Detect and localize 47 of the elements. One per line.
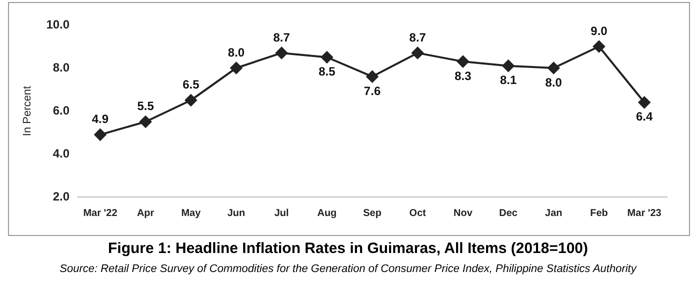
y-tick-label: 4.0 [52,146,70,160]
y-tick-label: 6.0 [52,103,70,118]
data-label: 8.7 [409,30,426,44]
y-tick-label: 10.0 [46,17,70,32]
x-tick-label: Feb [590,208,608,219]
text: Figure 1: Headline Inflation Rates in Guimaras, All Items (2018=100) [106,240,589,257]
point [502,60,514,72]
data-label: 7.6 [364,84,381,98]
data-label: 8.1 [500,73,517,88]
point [320,51,333,64]
data-label: 6.4 [636,110,653,124]
point [456,56,469,68]
data-label: 8.7 [273,30,290,44]
y-axis-title: In Percent [22,86,34,136]
point [140,116,152,128]
point [94,128,106,141]
x-tick-label: Jan [545,208,562,219]
x-tick-label: Oct [409,208,427,219]
data-label: 8.3 [454,68,472,83]
x-tick-label: Mar '23 [627,208,662,219]
data-label: 9.0 [590,24,608,38]
x-tick-label: Sep [363,208,382,219]
x-tick-label: Mar '22 [83,208,118,219]
data-label: 8.0 [545,75,562,90]
x-tick-label: May [181,208,202,219]
point [366,70,378,83]
x-tick-label: Dec [499,208,518,219]
data-label: 4.9 [92,112,109,126]
point [592,40,605,52]
point [638,96,650,108]
data-label: 8.5 [318,64,336,79]
data-label: 6.5 [182,78,200,92]
x-tick-label: Jul [274,208,290,219]
x-tick-label: Apr [136,208,154,219]
x-tick-label: Nov [454,208,473,219]
point [412,46,424,59]
y-tick-label: 2.0 [52,189,70,204]
source-note: Source: Retail Price Survey of Commodities for the Generation of Consumer Price Index, Philippine Statistics Authority [58,263,638,275]
point [548,62,560,74]
data-label: 8.0 [228,45,245,60]
x-tick-label: Aug [317,208,337,219]
point [230,62,242,74]
data-label: 5.5 [137,99,154,114]
point [184,94,197,106]
x-tick-label: Jun [227,208,246,219]
point [276,46,288,59]
y-tick-label: 8.0 [52,60,70,74]
